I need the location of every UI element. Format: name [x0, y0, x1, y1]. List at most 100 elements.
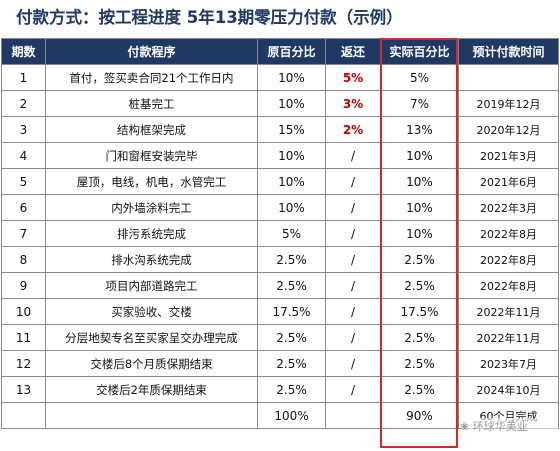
cell-procedure: 屋顶，电线，机电，水管完工	[45, 168, 258, 195]
table-row: 12 交楼后8个月质保期结束 2.5% / 2.5% 2023年7月	[1, 350, 559, 377]
cell-actual-percent: 2.5%	[380, 272, 459, 299]
cell-expected-date: 2023年7月	[458, 350, 559, 377]
header-period: 期数	[1, 38, 46, 65]
watermark: ❀ 环球华美业	[460, 418, 558, 436]
cell-original-percent: 10%	[257, 64, 326, 91]
cell-expected-date: 2022年3月	[458, 194, 559, 221]
cell-actual-percent: 2.5%	[380, 376, 459, 403]
cell-period: 13	[1, 376, 46, 403]
cell-original-percent: 17.5%	[257, 298, 326, 325]
cell-original-percent: 10%	[257, 90, 326, 117]
wechat-icon: ❀	[460, 420, 470, 433]
cell-period: 1	[1, 64, 46, 91]
cell-original-percent: 2.5%	[257, 350, 326, 377]
cell-rebate: /	[325, 168, 381, 195]
cell-period: 4	[1, 142, 46, 169]
table-row: 1 首付，签买卖合同21个工作日内 10% 5% 5%	[1, 64, 559, 91]
cell-expected-date: 2022年11月	[458, 298, 559, 325]
table-header-row: 期数 付款程序 原百分比 返还 实际百分比 预计付款时间	[1, 38, 559, 65]
cell-rebate: /	[325, 376, 381, 403]
cell-actual-percent: 2.5%	[380, 324, 459, 351]
cell-actual-percent: 13%	[380, 116, 459, 143]
header-procedure: 付款程序	[45, 38, 258, 65]
cell-period: 9	[1, 272, 46, 299]
cell-period: 2	[1, 90, 46, 117]
cell-rebate: /	[325, 220, 381, 247]
cell-original-percent: 2.5%	[257, 376, 326, 403]
cell-actual-percent: 10%	[380, 220, 459, 247]
cell-original-percent: 15%	[257, 116, 326, 143]
cell-rebate: 5%	[325, 64, 381, 91]
table-row: 4 门和窗框安装完毕 10% / 10% 2021年3月	[1, 142, 559, 169]
total-rebate	[325, 402, 381, 429]
page-title: 付款方式：按工程进度 5年13期零压力付款（示例）	[16, 8, 403, 27]
cell-actual-percent: 2.5%	[380, 246, 459, 273]
table-row: 3 结构框架完成 15% 2% 13% 2020年12月	[1, 116, 559, 143]
cell-procedure: 门和窗框安装完毕	[45, 142, 258, 169]
cell-rebate: 3%	[325, 90, 381, 117]
cell-procedure: 项目内部道路完工	[45, 272, 258, 299]
header-actual-percent: 实际百分比	[380, 38, 459, 65]
cell-actual-percent: 17.5%	[380, 298, 459, 325]
cell-actual-percent: 2.5%	[380, 350, 459, 377]
cell-actual-percent: 5%	[380, 64, 459, 91]
cell-procedure: 分层地契专名至买家呈交办理完成	[45, 324, 258, 351]
cell-actual-percent: 7%	[380, 90, 459, 117]
cell-expected-date: 2019年12月	[458, 90, 559, 117]
table-row: 5 屋顶，电线，机电，水管完工 10% / 10% 2021年6月	[1, 168, 559, 195]
cell-period: 7	[1, 220, 46, 247]
cell-rebate: /	[325, 142, 381, 169]
cell-period: 5	[1, 168, 46, 195]
cell-procedure: 买家验收、交楼	[45, 298, 258, 325]
cell-expected-date: 2021年6月	[458, 168, 559, 195]
cell-rebate: /	[325, 272, 381, 299]
cell-procedure: 桩基完工	[45, 90, 258, 117]
watermark-text: 环球华美业	[472, 420, 528, 433]
table-row: 13 交楼后2年质保期结束 2.5% / 2.5% 2024年10月	[1, 376, 559, 403]
cell-procedure: 排水沟系统完成	[45, 246, 258, 273]
cell-actual-percent: 10%	[380, 194, 459, 221]
total-actual-percent: 90%	[380, 402, 459, 429]
cell-procedure: 结构框架完成	[45, 116, 258, 143]
cell-period: 12	[1, 350, 46, 377]
cell-period: 10	[1, 298, 46, 325]
cell-rebate: /	[325, 298, 381, 325]
cell-expected-date: 2022年8月	[458, 272, 559, 299]
table-total-row: 100% 90% 60个月完成	[1, 402, 559, 429]
cell-rebate: /	[325, 324, 381, 351]
cell-period: 8	[1, 246, 46, 273]
cell-rebate: /	[325, 246, 381, 273]
cell-original-percent: 5%	[257, 220, 326, 247]
header-original-percent: 原百分比	[257, 38, 326, 65]
cell-rebate: /	[325, 194, 381, 221]
cell-expected-date: 2022年8月	[458, 246, 559, 273]
table-row: 8 排水沟系统完成 2.5% / 2.5% 2022年8月	[1, 246, 559, 273]
cell-original-percent: 2.5%	[257, 324, 326, 351]
table-row: 9 项目内部道路完工 2.5% / 2.5% 2022年8月	[1, 272, 559, 299]
cell-expected-date: 2020年12月	[458, 116, 559, 143]
header-expected-date: 预计付款时间	[458, 38, 559, 65]
total-original-percent: 100%	[257, 402, 326, 429]
cell-rebate: /	[325, 350, 381, 377]
cell-actual-percent: 10%	[380, 142, 459, 169]
cell-original-percent: 10%	[257, 168, 326, 195]
table-row: 2 桩基完工 10% 3% 7% 2019年12月	[1, 90, 559, 117]
cell-period: 6	[1, 194, 46, 221]
cell-expected-date: 2021年3月	[458, 142, 559, 169]
cell-period: 3	[1, 116, 46, 143]
cell-procedure: 交楼后8个月质保期结束	[45, 350, 258, 377]
total-procedure	[45, 402, 258, 429]
cell-period: 11	[1, 324, 46, 351]
cell-original-percent: 2.5%	[257, 246, 326, 273]
cell-procedure: 首付，签买卖合同21个工作日内	[45, 64, 258, 91]
table-row: 6 内外墙涂料完工 10% / 10% 2022年3月	[1, 194, 559, 221]
cell-expected-date	[458, 64, 559, 91]
payment-table: 期数 付款程序 原百分比 返还 实际百分比 预计付款时间 1 首付，签买卖合同2…	[1, 38, 559, 429]
cell-original-percent: 10%	[257, 194, 326, 221]
cell-rebate: 2%	[325, 116, 381, 143]
table-row: 10 买家验收、交楼 17.5% / 17.5% 2022年11月	[1, 298, 559, 325]
table-row: 7 排污系统完成 5% / 10% 2022年8月	[1, 220, 559, 247]
total-period	[1, 402, 46, 429]
cell-original-percent: 2.5%	[257, 272, 326, 299]
cell-procedure: 排污系统完成	[45, 220, 258, 247]
